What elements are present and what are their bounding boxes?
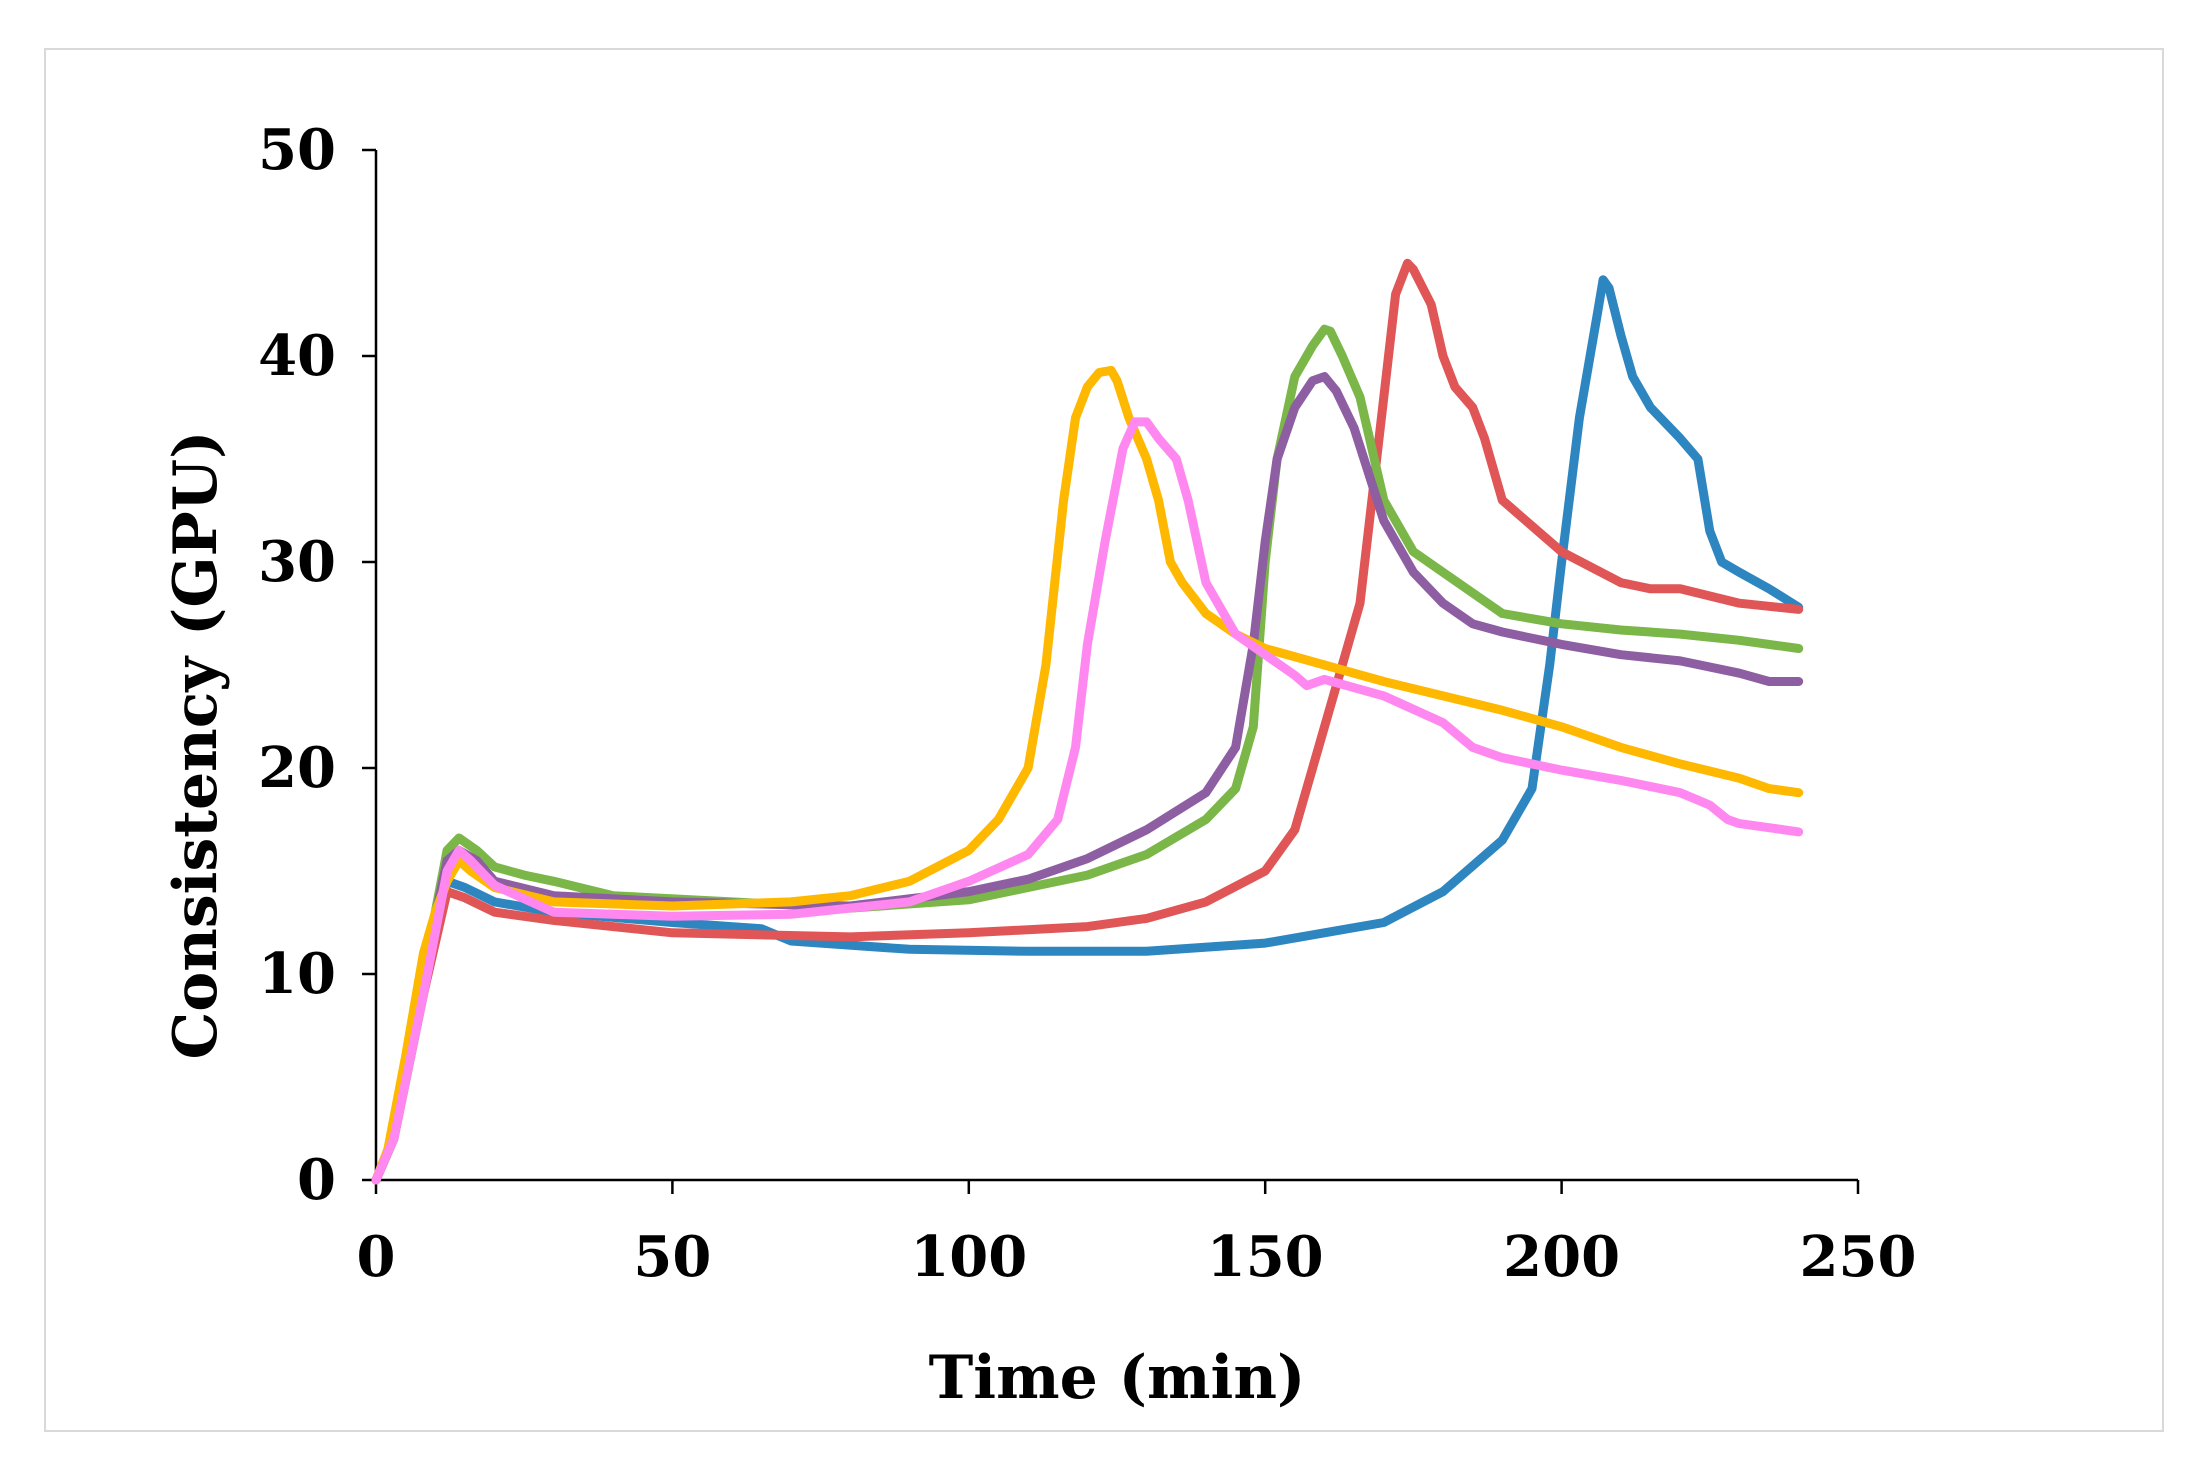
x-axis-title: Time (min): [929, 1343, 1306, 1413]
y-tick-label: 20: [258, 735, 336, 801]
y-axis-title: Consistency (GPU): [161, 430, 231, 1059]
series-line-red: [371, 258, 1804, 1185]
y-ticks: 0 10 20 30 40 50: [258, 117, 376, 1213]
y-tick-label: 50: [258, 117, 336, 183]
series-group: [371, 258, 1804, 1185]
x-tick-label: 50: [633, 1224, 711, 1290]
series-line-yellow: [371, 365, 1804, 1185]
x-tick-label: 200: [1503, 1224, 1620, 1290]
y-tick-label: 0: [297, 1147, 336, 1213]
x-tick-label: 250: [1800, 1224, 1917, 1290]
axes: [374, 150, 1858, 1182]
x-tick-label: 150: [1207, 1224, 1324, 1290]
chart-frame: 0 10 20 30 40 50 0 50 100 150 200 250 Time (min) C…: [44, 48, 2164, 1432]
x-tick-label: 0: [357, 1224, 396, 1290]
y-tick-label: 30: [258, 529, 336, 595]
x-tick-label: 100: [910, 1224, 1027, 1290]
line-chart: 0 10 20 30 40 50 0 50 100 150 200 250 Time (min) C…: [161, 117, 1917, 1413]
x-ticks: 0 50 100 150 200 250: [357, 1180, 1917, 1290]
y-tick-label: 40: [258, 323, 336, 389]
series-line-green: [371, 324, 1804, 1185]
series-line-pink: [371, 417, 1804, 1185]
series-line-blue: [371, 275, 1804, 1185]
y-tick-label: 10: [258, 941, 336, 1007]
